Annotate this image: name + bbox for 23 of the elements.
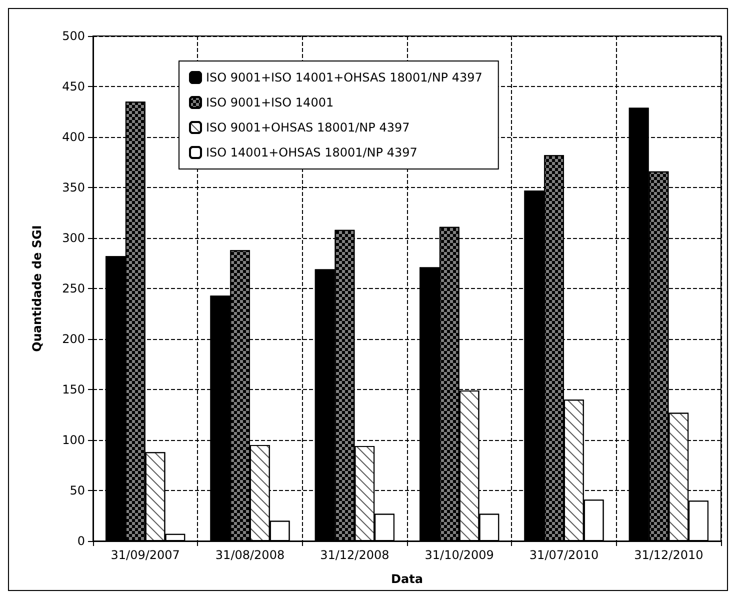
y-tick-label: 150	[62, 382, 85, 396]
y-tick-label: 450	[62, 80, 85, 94]
y-tick-label: 250	[62, 282, 85, 296]
y-tick-label: 300	[62, 231, 85, 245]
y-axis-title: Quantidade de SGI	[30, 225, 44, 352]
y-tick-label: 400	[62, 130, 85, 144]
y-tick-label: 350	[62, 180, 85, 194]
x-axis-title: Data	[391, 572, 423, 586]
x-tick-label: 31/09/2007	[110, 548, 180, 562]
y-tick-label: 500	[62, 29, 85, 43]
legend-label: ISO 9001+ISO 14001+OHSAS 18001/NP 4397	[206, 70, 482, 84]
x-tick-label: 31/12/2008	[320, 548, 390, 562]
y-tick-label: 0	[77, 534, 85, 548]
legend-label: ISO 14001+OHSAS 18001/NP 4397	[206, 146, 418, 160]
legend-label: ISO 9001+ISO 14001	[206, 96, 334, 110]
legend-label: ISO 9001+OHSAS 18001/NP 4397	[206, 120, 410, 134]
y-tick-label: 100	[62, 433, 85, 447]
y-tick-label: 50	[70, 484, 85, 498]
x-tick-label: 31/07/2010	[529, 548, 599, 562]
x-tick-label: 31/08/2008	[215, 548, 285, 562]
x-tick-label: 31/12/2010	[634, 548, 704, 562]
x-tick-label: 31/10/2009	[424, 548, 494, 562]
y-tick-label: 200	[62, 332, 85, 346]
